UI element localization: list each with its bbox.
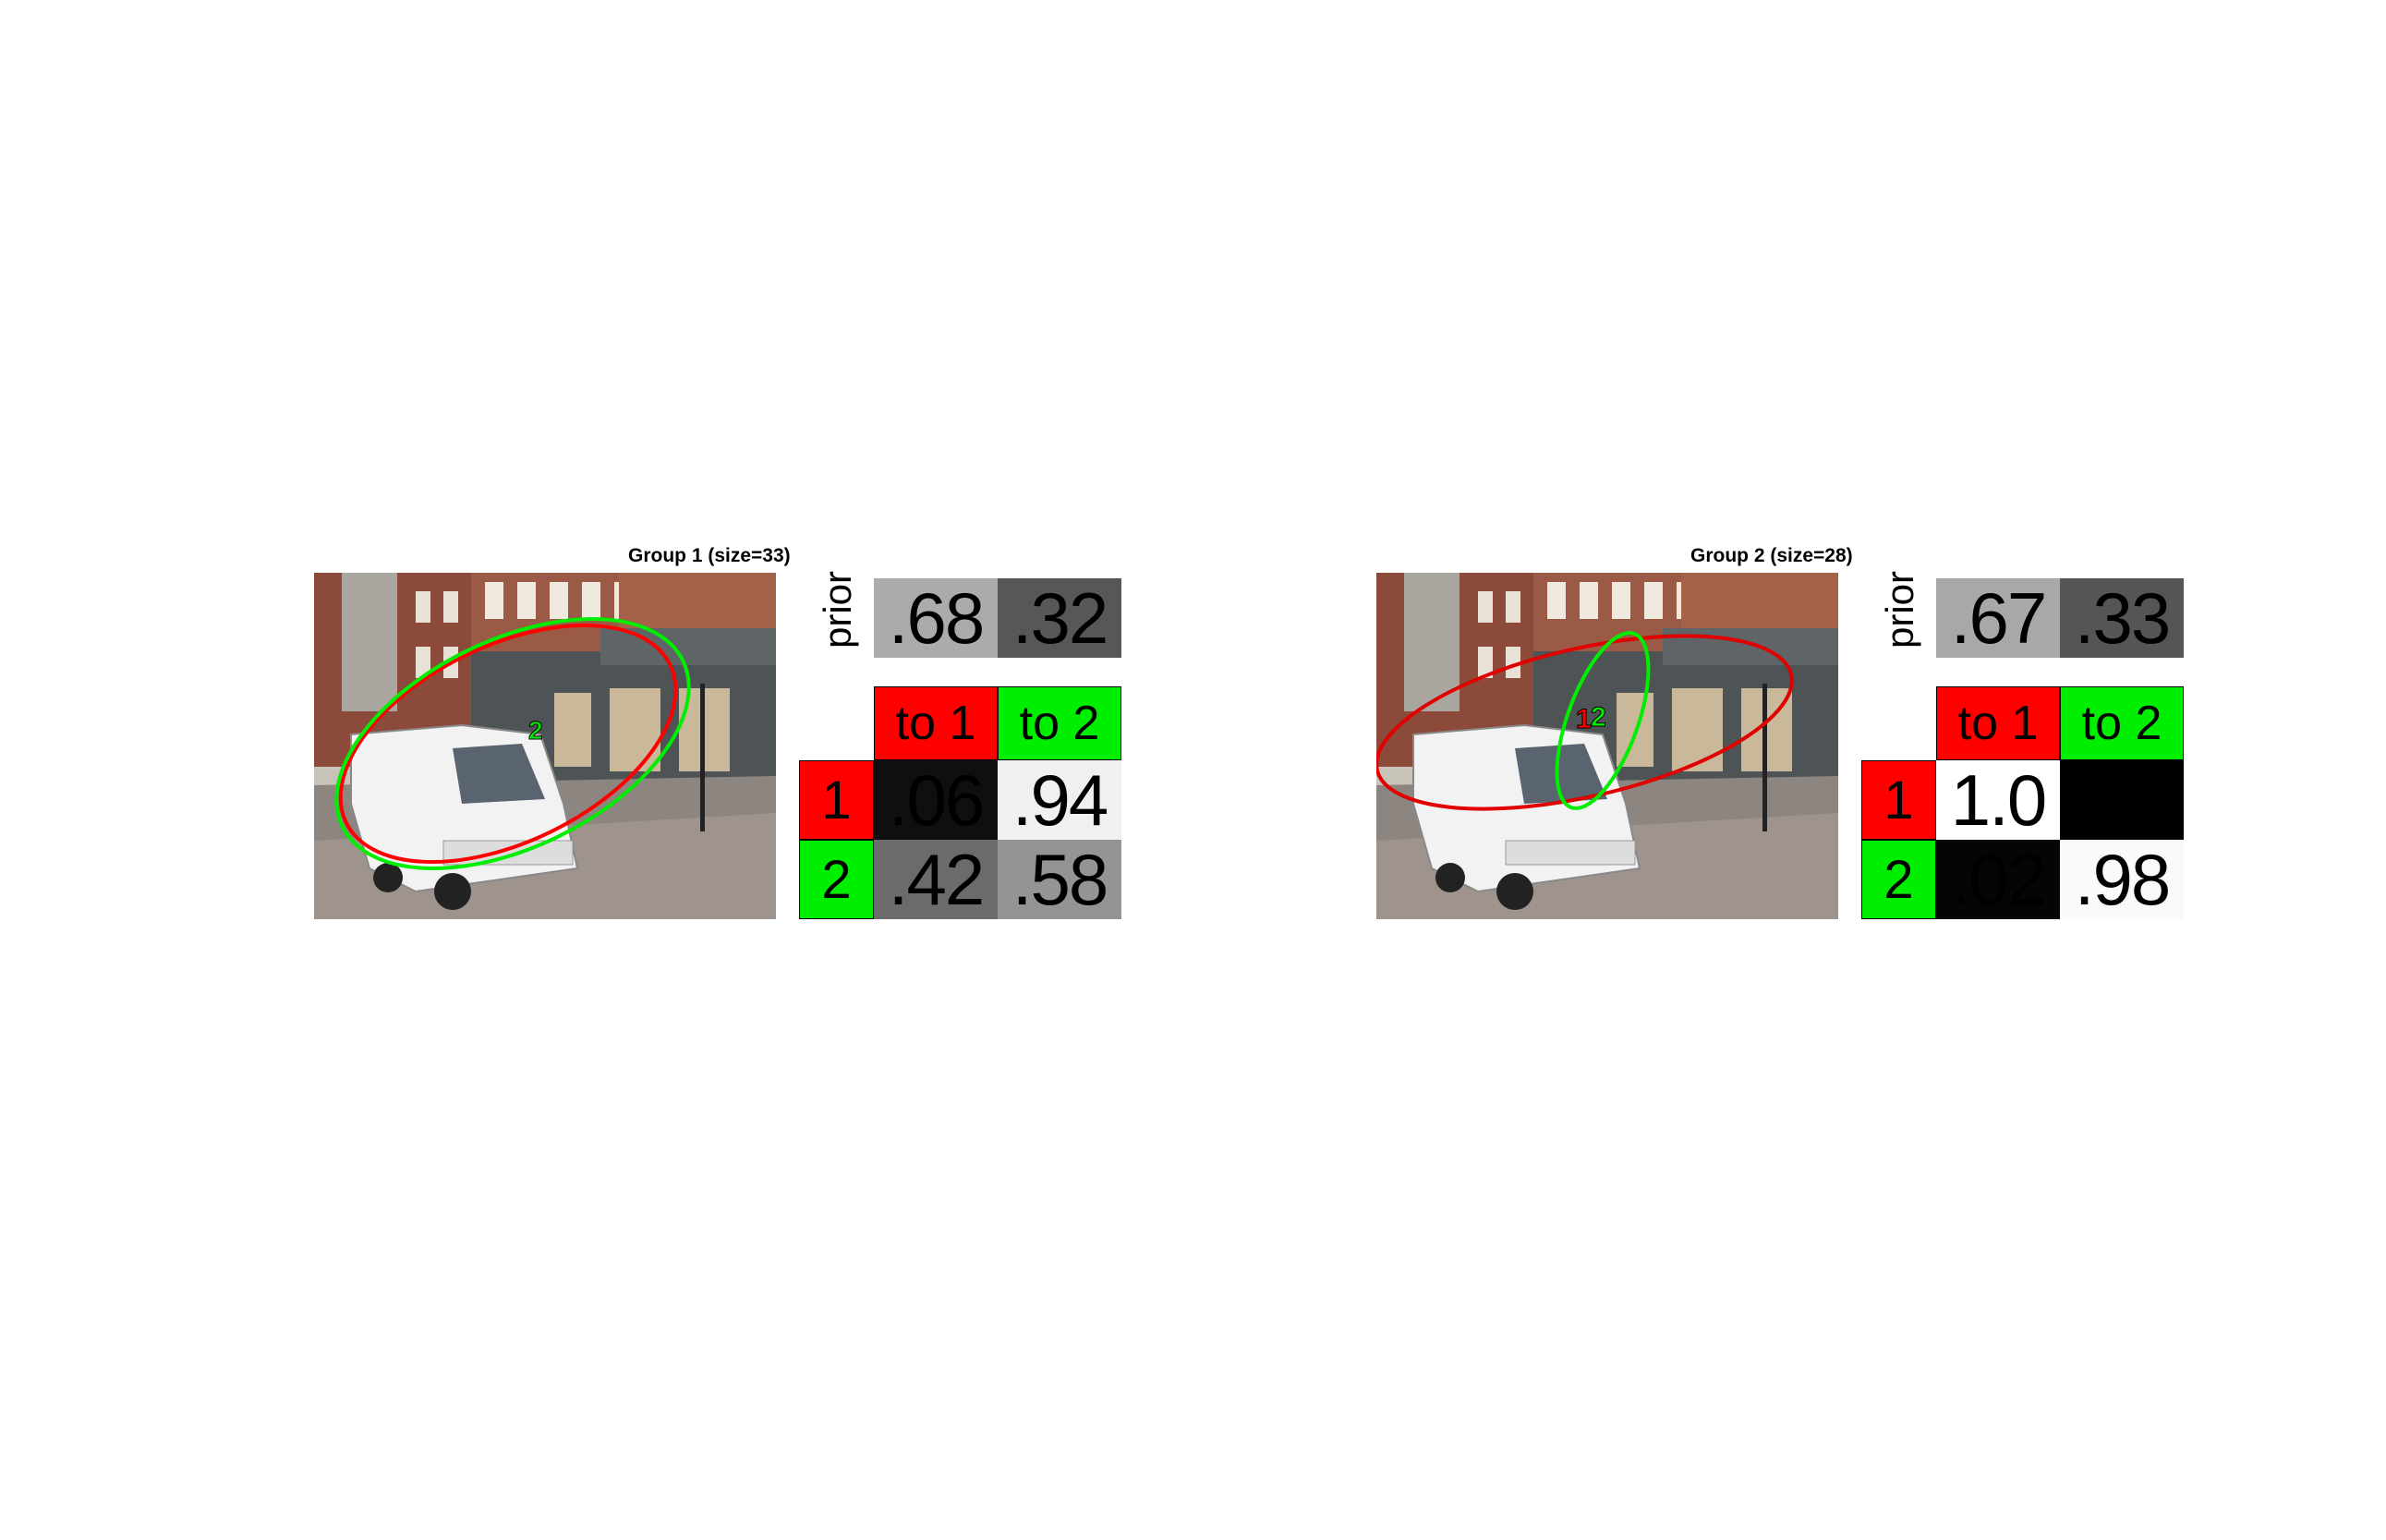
prior-cell-2: .32 [998, 578, 1121, 658]
matrix-cell-1-1: 1.0 [1936, 760, 2060, 840]
panel-title: Group 1 (size=33) [628, 545, 791, 566]
row-label-2: 2 [799, 840, 874, 919]
matrix-cell-1-2: .94 [998, 760, 1121, 840]
prior-label: prior [1878, 570, 1921, 649]
matrix-cell-2-2: .98 [2060, 840, 2184, 919]
col-header-to-2: to 2 [2060, 686, 2184, 760]
group-panel-1: Group 1 (size=33) [314, 536, 1145, 933]
prior-cell-2: .33 [2060, 578, 2184, 658]
component-2-ellipse [334, 617, 691, 870]
component-2-ellipse [1555, 631, 1651, 810]
matrix-cell-1-2 [2060, 760, 2184, 840]
matrix-cell-2-1: .42 [874, 840, 998, 919]
row-label-1: 1 [1861, 760, 1936, 840]
component-2-marker: 2 [528, 716, 543, 745]
panel-title: Group 2 (size=28) [1690, 545, 1853, 566]
row-label-2: 2 [1861, 840, 1936, 919]
matrix-cell-1-1: .06 [874, 760, 998, 840]
col-header-to-2: to 2 [998, 686, 1121, 760]
component-2-marker: 2 [1591, 702, 1606, 733]
prior-cell-1: .67 [1936, 578, 2060, 658]
matrix-cell-2-1: .02 [1936, 840, 2060, 919]
component-1-ellipse [338, 623, 678, 865]
gaussian-ellipses-overlay: 1 2 [1376, 631, 1794, 811]
prior-label: prior [816, 570, 859, 649]
col-header-to-1: to 1 [874, 686, 998, 760]
col-header-to-1: to 1 [1936, 686, 2060, 760]
prior-cell-1: .68 [874, 578, 998, 658]
group-panel-2: Group 2 (size=28) [1376, 536, 2208, 933]
row-label-1: 1 [799, 760, 874, 840]
gaussian-ellipses-overlay: 2 [334, 617, 691, 870]
matrix-cell-2-2: .58 [998, 840, 1121, 919]
component-1-marker: 1 [1576, 704, 1592, 734]
